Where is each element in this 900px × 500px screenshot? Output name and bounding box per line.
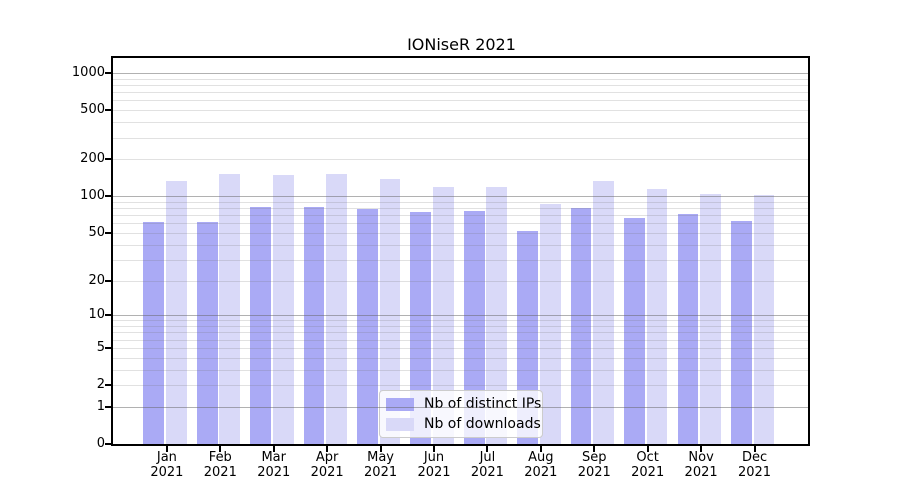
legend-item-downloads: Nb of downloads bbox=[386, 416, 542, 432]
y-tick-200 bbox=[105, 158, 111, 161]
plot-area: Nb of distinct IPs Nb of downloads bbox=[105, 58, 810, 452]
y-tick-0 bbox=[105, 443, 111, 445]
y-tick-label-20: 20 bbox=[88, 272, 105, 288]
x-tick-nov bbox=[700, 446, 703, 452]
bar-distinct-ips-dec bbox=[730, 220, 752, 444]
bar-distinct-ips-may bbox=[356, 209, 378, 444]
bar-distinct-ips-feb bbox=[196, 222, 218, 444]
bar-distinct-ips-jan bbox=[143, 222, 165, 444]
y-tick-100 bbox=[105, 195, 111, 198]
y-tick-label-10: 10 bbox=[88, 307, 105, 323]
x-tick-dec bbox=[753, 446, 756, 452]
y-tick-1 bbox=[105, 405, 111, 408]
bar-downloads-nov bbox=[700, 193, 721, 444]
x-tick-label-aug: Aug 2021 bbox=[524, 450, 558, 480]
y-tick-label-200: 200 bbox=[80, 151, 105, 167]
x-tick-label-dec: Dec 2021 bbox=[737, 450, 772, 480]
x-tick-label-jul: Jul 2021 bbox=[470, 450, 504, 480]
x-tick-label-mar: Mar 2021 bbox=[257, 450, 291, 480]
y-tick-label-500: 500 bbox=[80, 102, 105, 118]
bar-downloads-feb bbox=[219, 174, 241, 444]
x-tick-jul bbox=[486, 446, 489, 452]
y-tick-2 bbox=[105, 384, 111, 386]
x-tick-jan bbox=[165, 446, 168, 452]
legend: Nb of distinct IPs Nb of downloads bbox=[379, 390, 543, 438]
y-tick-label-5: 5 bbox=[96, 339, 105, 355]
x-tick-feb bbox=[219, 446, 222, 452]
y-tick-label-100: 100 bbox=[80, 188, 105, 204]
bar-downloads-may bbox=[379, 179, 401, 444]
x-tick-label-apr: Apr 2021 bbox=[310, 450, 344, 480]
x-tick-aug bbox=[539, 446, 542, 452]
bar-distinct-ips-oct bbox=[624, 218, 645, 444]
bar-downloads-jan bbox=[165, 181, 187, 444]
y-tick-label-1000: 1000 bbox=[71, 65, 105, 81]
bar-distinct-ips-jun bbox=[410, 212, 432, 444]
x-tick-mar bbox=[272, 446, 275, 452]
x-tick-label-jun: Jun 2021 bbox=[417, 450, 451, 480]
x-tick-label-nov: Nov 2021 bbox=[684, 450, 718, 480]
bar-downloads-jun bbox=[433, 186, 454, 444]
x-tick-label-jan: Jan 2021 bbox=[150, 450, 184, 480]
y-tick-label-2: 2 bbox=[96, 377, 105, 392]
bar-downloads-aug bbox=[539, 204, 561, 444]
x-tick-may bbox=[379, 446, 382, 452]
bar-downloads-sep bbox=[593, 180, 615, 444]
bar-distinct-ips-nov bbox=[677, 213, 699, 444]
legend-label-downloads: Nb of downloads bbox=[424, 416, 541, 432]
bar-downloads-apr bbox=[326, 173, 347, 444]
x-tick-label-oct: Oct 2021 bbox=[631, 450, 665, 480]
bar-distinct-ips-apr bbox=[303, 207, 325, 444]
x-tick-apr bbox=[326, 446, 329, 452]
bar-downloads-dec bbox=[753, 195, 775, 444]
bar-distinct-ips-mar bbox=[250, 207, 271, 444]
bar-downloads-jul bbox=[486, 186, 508, 444]
x-tick-sep bbox=[593, 446, 596, 452]
x-tick-label-feb: Feb 2021 bbox=[203, 450, 237, 480]
bars-layer bbox=[113, 58, 810, 444]
bar-downloads-oct bbox=[646, 189, 668, 444]
x-tick-oct bbox=[646, 446, 649, 452]
chart-title: IONiseR 2021 bbox=[407, 35, 516, 54]
legend-swatch-downloads bbox=[386, 417, 414, 431]
axis-ticks bbox=[105, 58, 810, 452]
x-tick-jun bbox=[433, 446, 435, 452]
y-tick-label-0: 0 bbox=[96, 436, 105, 451]
x-tick-label-sep: Sep 2021 bbox=[577, 450, 611, 480]
y-tick-50 bbox=[105, 231, 111, 234]
y-tick-20 bbox=[105, 279, 111, 282]
y-tick-10 bbox=[105, 314, 111, 317]
bar-downloads-mar bbox=[272, 174, 294, 444]
legend-label-distinct-ips: Nb of distinct IPs bbox=[424, 396, 542, 412]
bar-distinct-ips-jul bbox=[463, 210, 485, 444]
y-tick-1000 bbox=[105, 72, 111, 75]
y-tick-label-50: 50 bbox=[88, 224, 105, 240]
y-tick-500 bbox=[105, 109, 111, 112]
bar-distinct-ips-sep bbox=[570, 208, 592, 444]
x-tick-label-may: May 2021 bbox=[364, 450, 398, 480]
y-tick-5 bbox=[105, 346, 111, 349]
y-tick-label-1: 1 bbox=[96, 398, 105, 414]
